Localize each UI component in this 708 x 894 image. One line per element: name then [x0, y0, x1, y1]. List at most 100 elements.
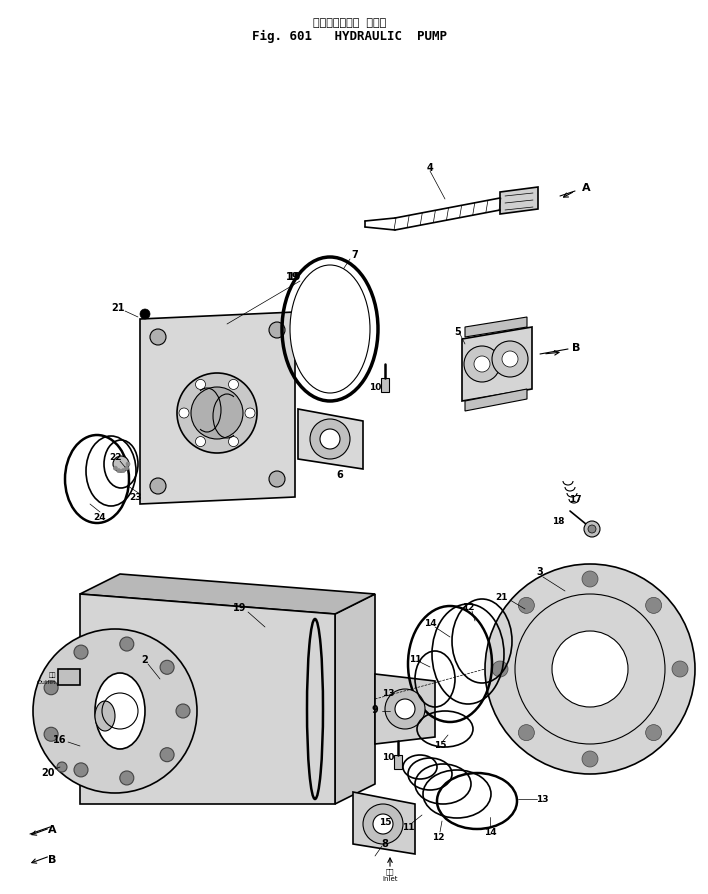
Circle shape	[582, 751, 598, 767]
Text: ハイドロリック  ポンプ: ハイドロリック ポンプ	[314, 18, 387, 28]
Circle shape	[229, 437, 239, 447]
Text: 16: 16	[53, 734, 67, 744]
Circle shape	[485, 564, 695, 774]
Polygon shape	[80, 595, 335, 804]
Text: 18: 18	[552, 517, 564, 526]
Circle shape	[269, 471, 285, 487]
Polygon shape	[465, 317, 527, 338]
Circle shape	[33, 629, 197, 793]
Circle shape	[320, 429, 340, 450]
Text: B: B	[572, 342, 581, 352]
Text: 9: 9	[372, 704, 378, 714]
Text: B: B	[48, 854, 57, 864]
Circle shape	[229, 380, 239, 390]
Text: 12: 12	[432, 832, 444, 841]
Text: Outlet: Outlet	[36, 679, 56, 684]
Circle shape	[177, 374, 257, 453]
Circle shape	[117, 469, 121, 473]
Circle shape	[474, 357, 490, 373]
Ellipse shape	[290, 266, 370, 393]
Circle shape	[150, 330, 166, 346]
Circle shape	[191, 388, 243, 440]
Polygon shape	[465, 390, 527, 411]
Text: 15: 15	[379, 818, 392, 827]
Circle shape	[150, 478, 166, 494]
Circle shape	[74, 763, 88, 777]
Polygon shape	[500, 188, 538, 215]
Circle shape	[195, 437, 205, 447]
Circle shape	[121, 469, 125, 473]
Circle shape	[646, 598, 662, 613]
Text: Inlet: Inlet	[382, 875, 398, 881]
Circle shape	[373, 814, 393, 834]
Text: Fig. 601   HYDRAULIC  PUMP: Fig. 601 HYDRAULIC PUMP	[253, 30, 447, 43]
Text: 19: 19	[288, 272, 302, 282]
Circle shape	[310, 419, 350, 460]
Ellipse shape	[95, 673, 145, 749]
Circle shape	[74, 645, 88, 660]
Circle shape	[160, 661, 174, 675]
Circle shape	[113, 467, 118, 470]
Circle shape	[195, 380, 205, 390]
Circle shape	[582, 571, 598, 587]
Polygon shape	[298, 409, 363, 469]
Circle shape	[120, 772, 134, 785]
Text: 12: 12	[462, 602, 474, 611]
Bar	[58, 670, 80, 685]
Circle shape	[385, 689, 425, 730]
Text: 13: 13	[536, 795, 548, 804]
Bar	[381, 378, 389, 392]
Circle shape	[179, 409, 189, 418]
Text: 21: 21	[496, 592, 508, 601]
Text: 20: 20	[41, 767, 55, 777]
Text: 15: 15	[434, 739, 446, 748]
Polygon shape	[375, 674, 435, 744]
Text: 2: 2	[142, 654, 149, 664]
Circle shape	[502, 351, 518, 367]
Circle shape	[395, 699, 415, 719]
Circle shape	[245, 409, 255, 418]
Circle shape	[363, 804, 403, 844]
Text: 17: 17	[569, 495, 581, 504]
Polygon shape	[353, 792, 415, 854]
Text: 10: 10	[382, 752, 394, 761]
Circle shape	[518, 598, 535, 613]
Text: 14: 14	[423, 618, 436, 627]
Circle shape	[160, 748, 174, 762]
Polygon shape	[335, 595, 375, 804]
Circle shape	[492, 662, 508, 678]
Circle shape	[120, 637, 134, 652]
Circle shape	[176, 704, 190, 718]
Text: A: A	[48, 824, 57, 834]
Circle shape	[552, 631, 628, 707]
Polygon shape	[462, 327, 532, 401]
Circle shape	[125, 467, 129, 470]
Circle shape	[269, 323, 285, 339]
Polygon shape	[80, 574, 375, 614]
Text: 22: 22	[109, 453, 121, 462]
Ellipse shape	[95, 701, 115, 731]
Text: 19: 19	[286, 272, 299, 282]
Circle shape	[518, 725, 535, 741]
Text: 4: 4	[427, 163, 433, 173]
Text: 入口: 入口	[386, 867, 394, 873]
Text: 3: 3	[537, 567, 543, 577]
Text: 11: 11	[409, 654, 421, 663]
Circle shape	[57, 763, 67, 772]
Circle shape	[588, 526, 596, 534]
Polygon shape	[140, 313, 295, 504]
Text: 7: 7	[352, 249, 358, 260]
Text: 14: 14	[484, 828, 496, 837]
Text: A: A	[582, 182, 590, 193]
Circle shape	[672, 662, 688, 678]
Text: 出口: 出口	[49, 671, 56, 677]
Circle shape	[113, 457, 129, 472]
Text: 24: 24	[93, 513, 106, 522]
Circle shape	[126, 462, 130, 467]
Text: 13: 13	[382, 687, 394, 696]
Text: 11: 11	[401, 822, 414, 831]
Text: 10: 10	[369, 383, 381, 392]
Circle shape	[646, 725, 662, 741]
Circle shape	[140, 309, 150, 320]
Circle shape	[44, 681, 58, 695]
